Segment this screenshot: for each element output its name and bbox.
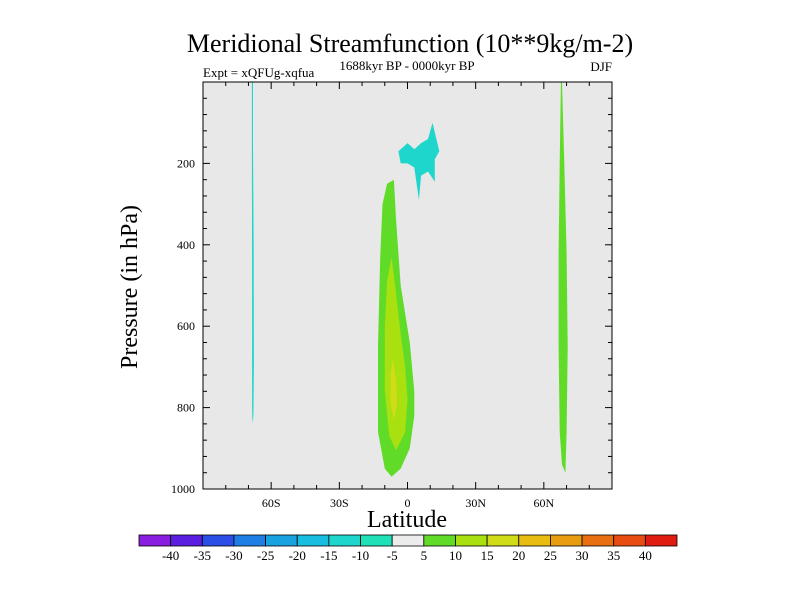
contour-pos-15-eq — [390, 358, 398, 420]
colorbar-label: 5 — [421, 548, 428, 563]
colorbar-label: 30 — [576, 548, 589, 563]
colorbar-label: 40 — [639, 548, 652, 563]
y-tick-label: 800 — [177, 401, 195, 415]
colorbar-box — [644, 534, 678, 547]
colorbar-box — [423, 534, 456, 547]
x-axis-label: Latitude — [367, 507, 447, 533]
colorbar: -40 -35 -30 -25 -20 -15 -10 -5 5 10 15 20 25 30 35 40 — [138, 534, 678, 563]
colorbar-label: 35 — [607, 548, 620, 563]
colorbar-box — [138, 534, 172, 547]
colorbar-label: -15 — [320, 548, 337, 563]
colorbar-label: -10 — [352, 548, 369, 563]
colorbar-box — [455, 534, 488, 547]
colorbar-label: 20 — [512, 548, 525, 563]
colorbar-box — [486, 534, 520, 547]
season-label: DJF — [590, 59, 612, 74]
period-label: 1688kyr BP - 0000kyr BP — [339, 58, 474, 73]
colorbar-box — [613, 534, 646, 547]
colorbar-label: 10 — [449, 548, 462, 563]
y-axis-label: Pressure (in hPa) — [117, 205, 143, 369]
y-tick-label: 600 — [177, 319, 195, 333]
colorbar-box — [233, 534, 266, 547]
contour-neg-strip-60s — [251, 82, 254, 424]
colorbar-label: -5 — [387, 548, 398, 563]
colorbar-label: -30 — [225, 548, 242, 563]
colorbar-box — [328, 534, 361, 547]
plot-area: 60S 30S 0 30N 60N 200 400 600 800 1000 — [171, 81, 613, 510]
experiment-label: Expt = xQFUg-xqfua — [203, 65, 315, 80]
y-tick-label: 1000 — [171, 482, 195, 496]
colorbar-label: -25 — [257, 548, 274, 563]
colorbar-box — [391, 534, 425, 547]
x-tick-label: 30N — [465, 496, 486, 510]
colorbar-label: -40 — [162, 548, 179, 563]
colorbar-box — [360, 534, 393, 547]
colorbar-label: -35 — [194, 548, 211, 563]
colorbar-box — [201, 534, 235, 547]
y-tick-label: 200 — [177, 156, 195, 170]
colorbar-label: 15 — [481, 548, 494, 563]
chart-title: Meridional Streamfunction (10**9kg/m-2) — [187, 29, 633, 58]
x-tick-label: 60S — [262, 496, 281, 510]
colorbar-box — [170, 534, 203, 547]
colorbar-box — [265, 534, 298, 547]
x-tick-label: 0 — [405, 496, 411, 510]
contour-pos-5-60n — [558, 82, 568, 473]
colorbar-label: 25 — [544, 548, 557, 563]
colorbar-label: -20 — [289, 548, 306, 563]
colorbar-box — [581, 534, 615, 547]
x-tick-label: 60N — [533, 496, 554, 510]
x-tick-label: 30S — [330, 496, 349, 510]
contour-neg-patch-200hpa — [398, 122, 440, 200]
y-tick-label: 400 — [177, 238, 195, 252]
colorbar-box — [296, 534, 330, 547]
colorbar-box — [518, 534, 551, 547]
contour-pos-10-eq — [384, 257, 408, 451]
colorbar-box — [550, 534, 583, 547]
